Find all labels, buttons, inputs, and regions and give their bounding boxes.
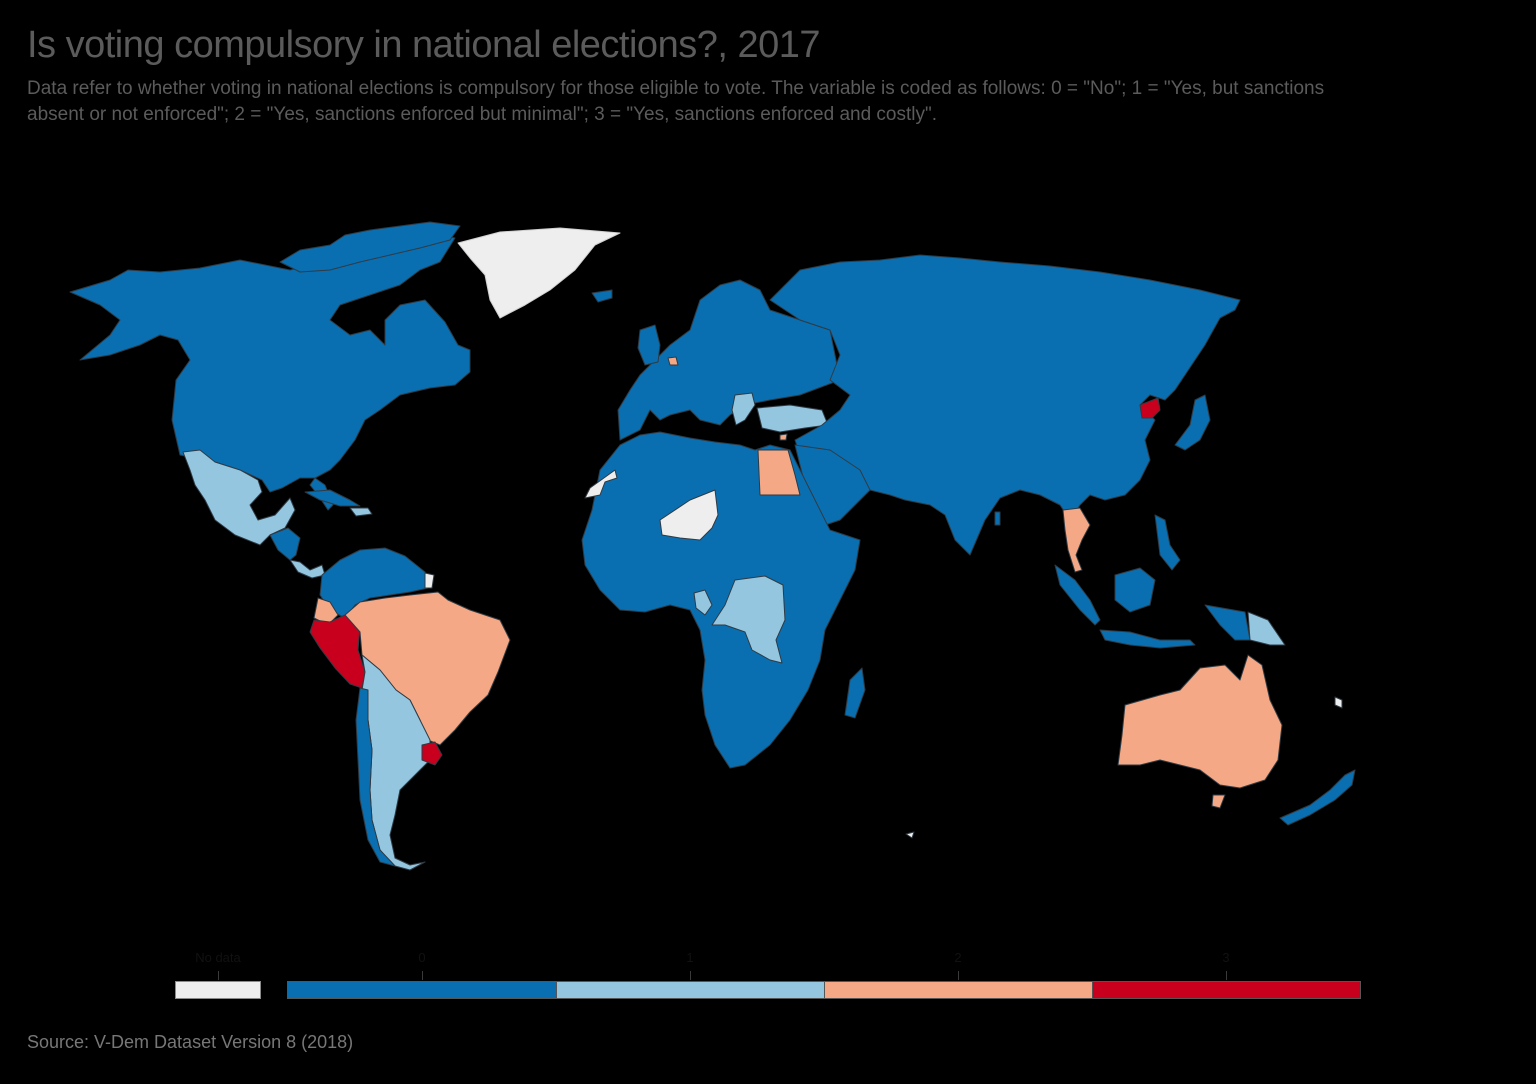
region-north-korea[interactable] bbox=[1139, 397, 1161, 419]
region-western-sahara[interactable] bbox=[584, 469, 618, 499]
region-gabon[interactable] bbox=[693, 589, 713, 616]
region-borneo[interactable] bbox=[1114, 567, 1156, 613]
region-africa[interactable] bbox=[581, 431, 861, 769]
region-costa-rica-panama[interactable] bbox=[289, 559, 326, 579]
region-french-guiana[interactable] bbox=[424, 572, 435, 589]
region-papua-west[interactable] bbox=[1204, 604, 1251, 641]
region-cyprus[interactable] bbox=[779, 433, 788, 441]
region-japan[interactable] bbox=[1174, 394, 1211, 451]
region-mexico[interactable] bbox=[182, 449, 296, 546]
region-canadian-arctic[interactable] bbox=[279, 221, 461, 273]
region-belgium[interactable] bbox=[667, 356, 679, 366]
region-kerguelen[interactable] bbox=[905, 831, 915, 839]
region-turkey[interactable] bbox=[756, 404, 829, 433]
region-philippines[interactable] bbox=[1154, 514, 1181, 571]
region-niger[interactable] bbox=[659, 489, 719, 541]
region-sri-lanka[interactable] bbox=[994, 511, 1001, 526]
region-ecuador[interactable] bbox=[313, 597, 339, 626]
region-uruguay[interactable] bbox=[421, 741, 443, 766]
region-new-zealand[interactable] bbox=[1279, 769, 1356, 826]
region-egypt[interactable] bbox=[757, 449, 801, 496]
region-new-caledonia[interactable] bbox=[1334, 696, 1343, 709]
region-sulawesi-java[interactable] bbox=[1099, 629, 1196, 649]
region-hispaniola[interactable] bbox=[349, 507, 373, 517]
region-indonesia-west[interactable] bbox=[1054, 564, 1101, 626]
region-central-america[interactable] bbox=[269, 527, 301, 561]
chart-title: Is voting compulsory in national electio… bbox=[27, 24, 820, 66]
chart-subtitle: Data refer to whether voting in national… bbox=[27, 78, 1325, 125]
region-greenland[interactable] bbox=[457, 227, 621, 319]
region-australia[interactable] bbox=[1117, 654, 1283, 789]
region-bulgaria-greece[interactable] bbox=[731, 392, 756, 426]
region-cuba[interactable] bbox=[304, 489, 361, 507]
source-note: Source: V-Dem Dataset Version 8 (2018) bbox=[27, 1032, 354, 1052]
region-madagascar[interactable] bbox=[844, 667, 866, 719]
region-chile[interactable] bbox=[355, 687, 396, 867]
region-north-america[interactable] bbox=[69, 231, 471, 493]
region-dr-congo[interactable] bbox=[711, 575, 786, 664]
region-thailand[interactable] bbox=[1062, 507, 1091, 573]
region-iceland[interactable] bbox=[591, 289, 613, 303]
region-uk-ireland[interactable] bbox=[637, 324, 661, 366]
region-tasmania[interactable] bbox=[1211, 794, 1226, 809]
region-papua-new-guinea[interactable] bbox=[1247, 611, 1286, 646]
